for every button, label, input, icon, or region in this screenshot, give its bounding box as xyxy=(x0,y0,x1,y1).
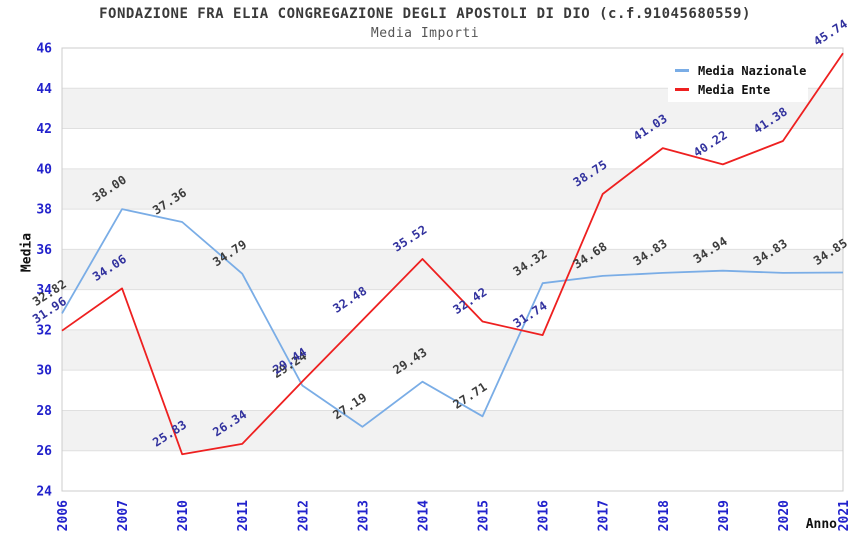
x-tick-label: 2010 xyxy=(176,500,191,531)
plot-band xyxy=(62,410,843,451)
y-axis-title: Media xyxy=(19,232,35,273)
legend-item-media-nazionale: Media Nazionale xyxy=(668,61,808,80)
series-line-media-nazionale xyxy=(61,208,844,428)
plot-border xyxy=(61,47,844,492)
point-label: 27.71 xyxy=(451,380,490,412)
plot-band xyxy=(62,168,843,210)
legend: Media Nazionale Media Ente xyxy=(668,54,808,102)
x-tick-label: 2006 xyxy=(56,500,71,531)
x-tick-label: 2007 xyxy=(116,500,131,531)
legend-item-media-ente: Media Ente xyxy=(668,80,808,99)
plot-band xyxy=(62,329,843,371)
x-tick-label: 2019 xyxy=(717,500,732,531)
point-label: 31.74 xyxy=(511,298,550,330)
x-tick-label: 2014 xyxy=(416,500,431,531)
x-tick-label: 2012 xyxy=(296,500,311,531)
y-tick-label: 32 xyxy=(36,323,52,338)
y-tick-label: 42 xyxy=(36,122,52,137)
chart-title: FONDAZIONE FRA ELIA CONGREGAZIONE DEGLI … xyxy=(99,6,751,22)
plot-band xyxy=(62,249,843,290)
x-tick-label: 2015 xyxy=(477,500,492,531)
y-tick-label: 26 xyxy=(36,444,52,459)
point-label: 40.22 xyxy=(691,128,730,160)
legend-line-icon-ente xyxy=(675,88,689,91)
x-tick-label: 2016 xyxy=(537,500,552,531)
y-tick-label: 24 xyxy=(36,485,52,500)
y-tick-label: 46 xyxy=(36,42,52,57)
x-tick-label: 2020 xyxy=(777,500,792,531)
series-line-media-ente xyxy=(61,52,844,456)
y-tick-label: 34 xyxy=(36,283,52,298)
x-tick-label: 2011 xyxy=(236,500,251,531)
y-tick-label: 28 xyxy=(36,404,52,419)
legend-label-media-nazionale: Media Nazionale xyxy=(698,63,807,78)
point-label: 45.74 xyxy=(811,17,850,49)
y-tick-label: 30 xyxy=(36,364,52,379)
legend-label-media-ente: Media Ente xyxy=(698,82,771,97)
y-tick-label: 38 xyxy=(36,203,52,218)
y-tick-label: 36 xyxy=(36,243,52,258)
y-tick-label: 40 xyxy=(36,162,52,177)
legend-line-icon-nazionale xyxy=(675,69,689,72)
chart-subtitle: Media Importi xyxy=(370,26,480,41)
x-tick-label: 2018 xyxy=(657,500,672,531)
x-axis-title: Anno xyxy=(805,517,837,532)
x-tick-label: 2013 xyxy=(356,500,371,531)
x-tick-label: 2021 xyxy=(837,500,850,531)
y-tick-label: 44 xyxy=(36,82,52,97)
x-tick-label: 2017 xyxy=(597,500,612,531)
